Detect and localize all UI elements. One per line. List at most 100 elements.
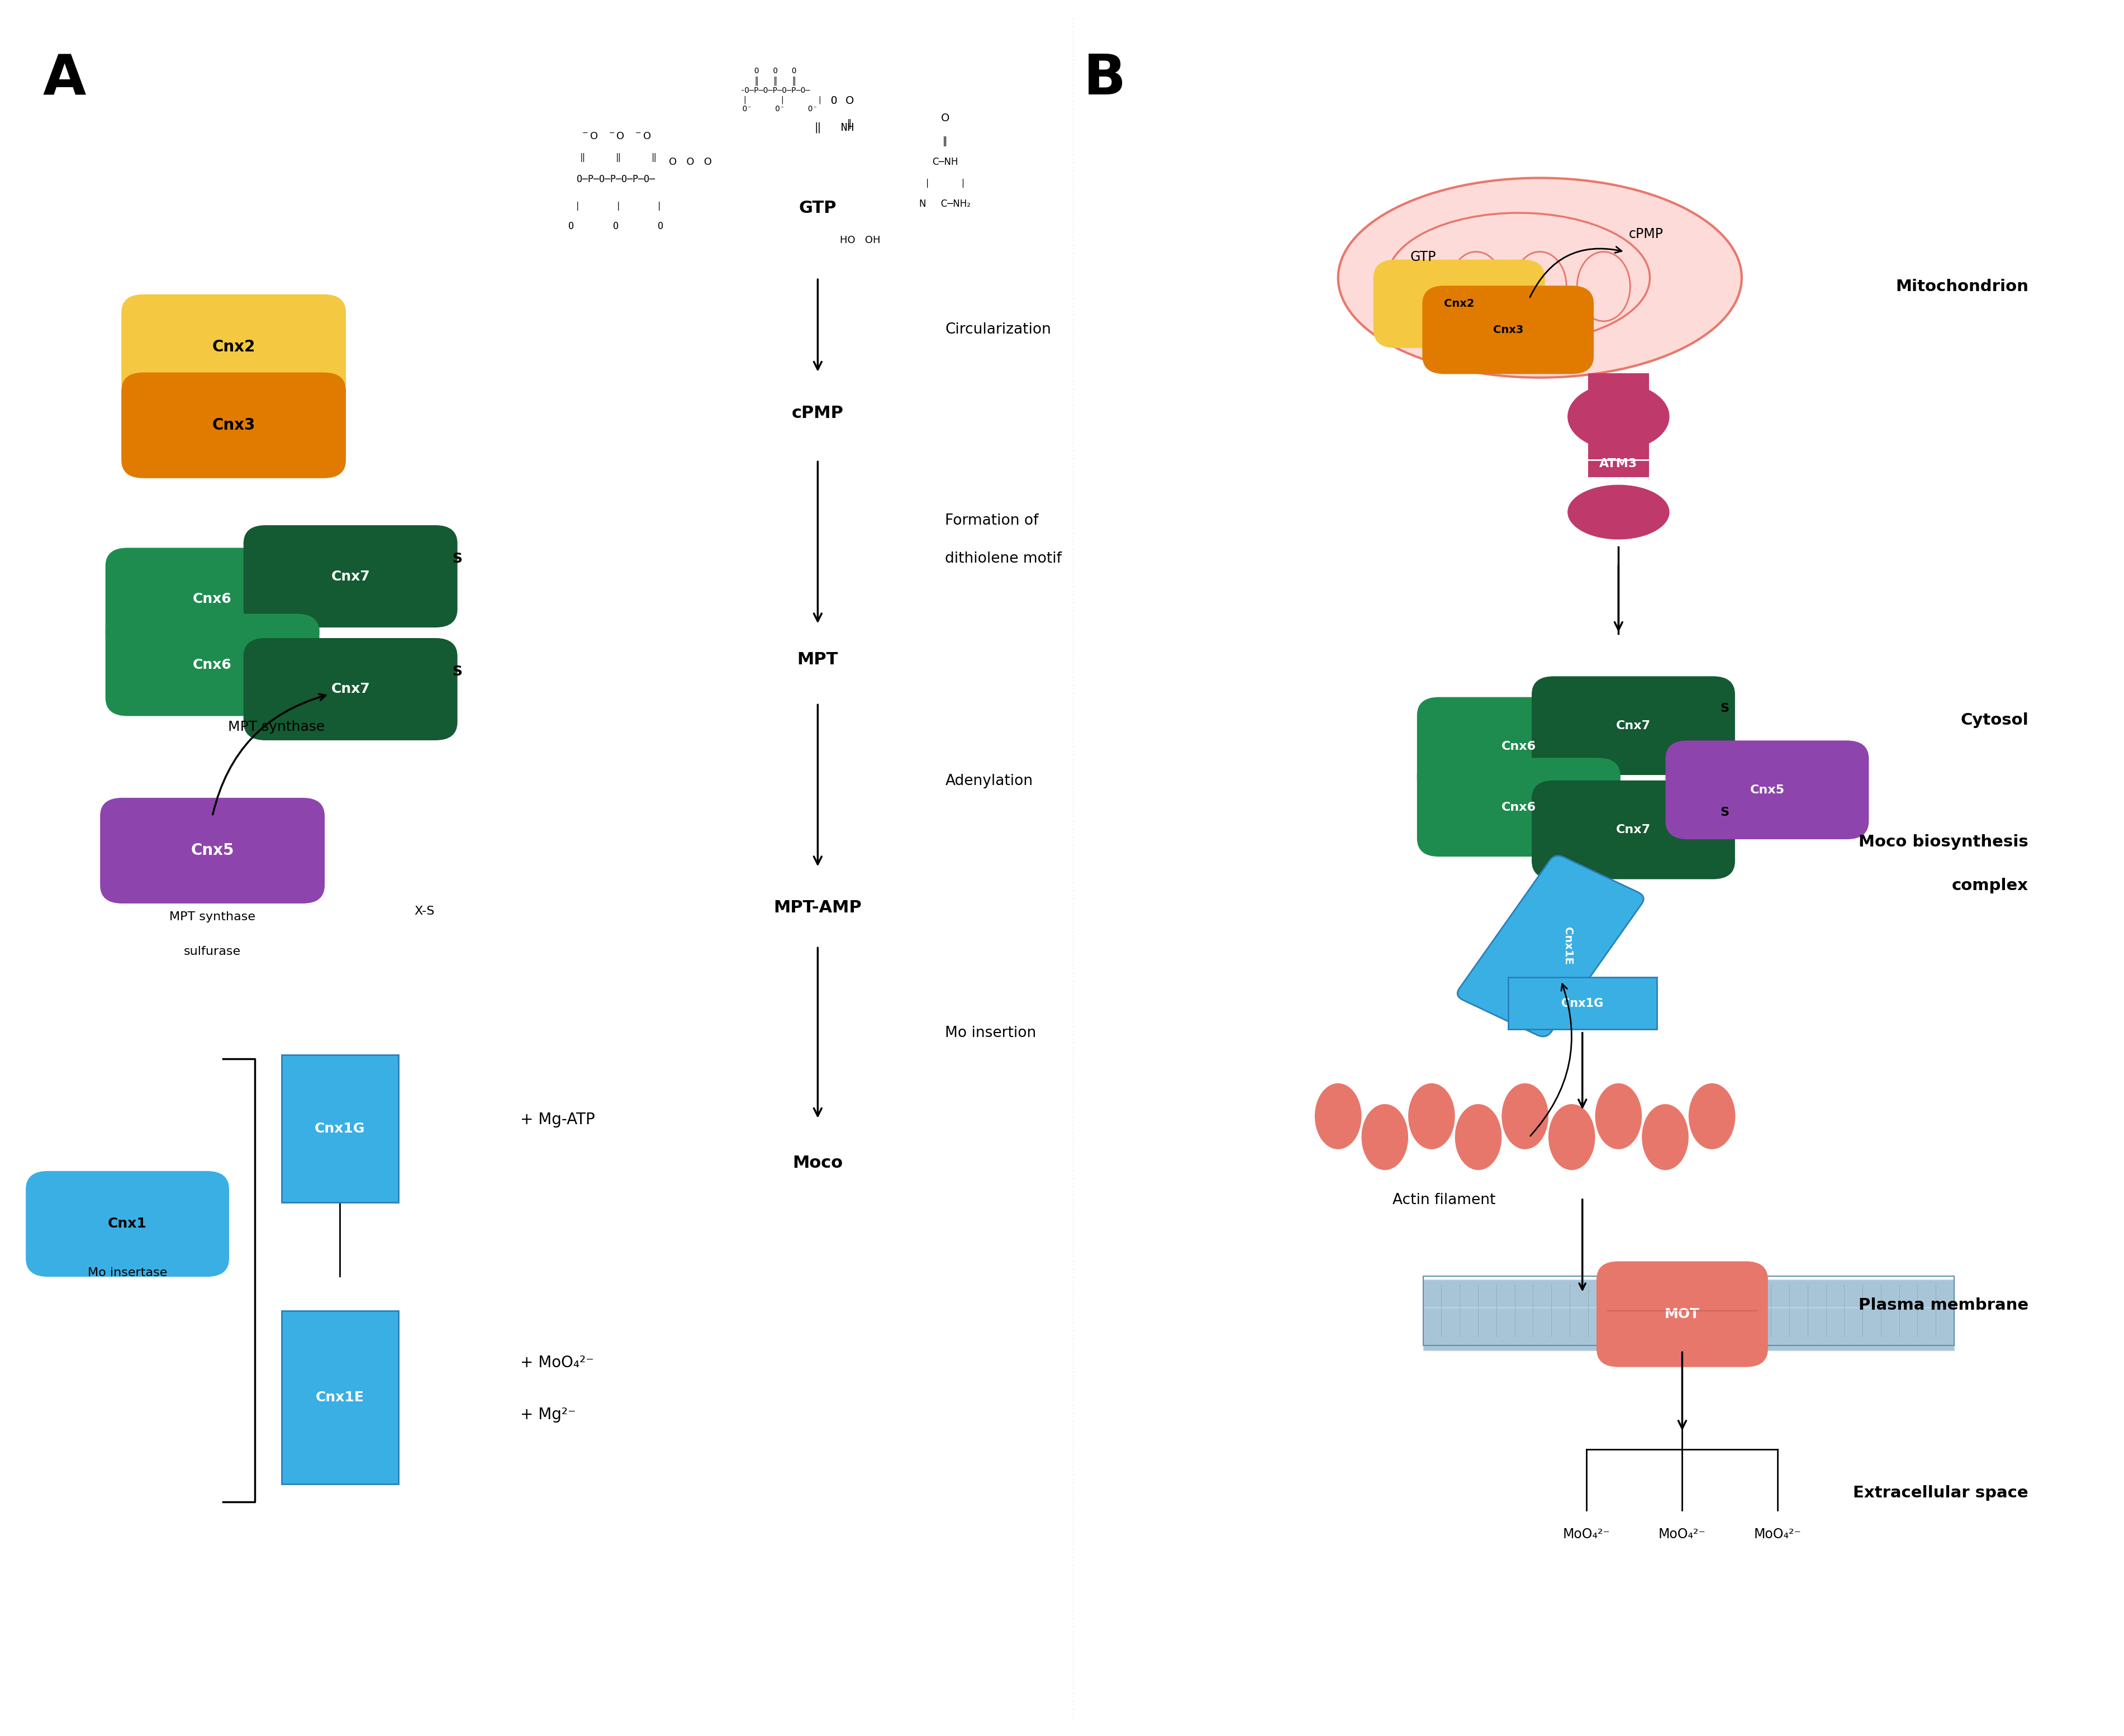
FancyBboxPatch shape	[1419, 759, 1618, 856]
Ellipse shape	[1642, 1104, 1689, 1170]
Text: + Mg-ATP: + Mg-ATP	[520, 1111, 595, 1128]
Text: $^-$O   $^-$O   $^-$O: $^-$O $^-$O $^-$O	[580, 130, 652, 141]
Text: Cnx1G: Cnx1G	[314, 1121, 365, 1135]
Text: Moco: Moco	[792, 1154, 843, 1172]
FancyBboxPatch shape	[1597, 1262, 1767, 1366]
Text: Mo insertion: Mo insertion	[945, 1026, 1037, 1040]
Text: Extracellular space: Extracellular space	[1852, 1484, 2028, 1502]
Ellipse shape	[1595, 1083, 1642, 1149]
Text: Cnx5: Cnx5	[1750, 785, 1784, 795]
Text: O─P─O─P─O─P─O─: O─P─O─P─O─P─O─	[578, 174, 654, 184]
Text: GTP: GTP	[1410, 250, 1436, 264]
Ellipse shape	[1338, 177, 1742, 377]
Text: ‖   NH: ‖ NH	[782, 122, 854, 132]
Text: Mitochondrion: Mitochondrion	[1895, 278, 2028, 295]
Text: Plasma membrane: Plasma membrane	[1859, 1297, 2028, 1314]
Text: ‖: ‖	[847, 118, 852, 128]
Text: + Mg²⁻: + Mg²⁻	[520, 1406, 576, 1424]
Bar	[1423, 1307, 1954, 1351]
FancyBboxPatch shape	[244, 526, 457, 627]
Text: cPMP: cPMP	[792, 404, 843, 422]
Text: Cnx6: Cnx6	[1502, 802, 1536, 812]
Text: cPMP: cPMP	[1629, 227, 1663, 241]
Text: MPT-AMP: MPT-AMP	[773, 899, 862, 917]
Bar	[1589, 373, 1648, 477]
Text: dithiolene motif: dithiolene motif	[945, 552, 1062, 566]
Text: HO   OH: HO OH	[839, 234, 881, 245]
Text: MPT synthase: MPT synthase	[170, 911, 255, 922]
Text: MOT: MOT	[1665, 1307, 1699, 1321]
Text: O   O   O: O O O	[669, 156, 712, 167]
Text: S: S	[452, 665, 463, 679]
Text: Cnx2: Cnx2	[212, 339, 255, 356]
FancyBboxPatch shape	[123, 295, 344, 399]
Text: Actin filament: Actin filament	[1393, 1193, 1495, 1207]
Text: Circularization: Circularization	[945, 323, 1051, 337]
Text: Cnx7: Cnx7	[1616, 720, 1650, 731]
Text: O   O   O
║   ║   ║
-O—P—O—P—O—P—O—
   |       |       |
  O⁻     O⁻     O⁻: O O O ║ ║ ║ -O—P—O—P—O—P—O— | | | O⁻ O⁻ …	[729, 68, 822, 113]
Text: O: O	[845, 95, 854, 106]
FancyBboxPatch shape	[1534, 781, 1735, 878]
Text: S: S	[452, 552, 463, 566]
Text: Cnx3: Cnx3	[1493, 325, 1523, 335]
FancyBboxPatch shape	[1419, 698, 1618, 795]
FancyBboxPatch shape	[1534, 677, 1735, 774]
Text: MPT synthase: MPT synthase	[227, 720, 325, 734]
Text: GTP: GTP	[799, 200, 837, 217]
Text: Cnx1: Cnx1	[108, 1217, 147, 1231]
FancyBboxPatch shape	[102, 799, 325, 903]
Text: N     C─NH₂: N C─NH₂	[920, 198, 971, 208]
Text: Cytosol: Cytosol	[1960, 712, 2028, 729]
Text: O: O	[941, 113, 949, 123]
Text: MoO₄²⁻: MoO₄²⁻	[1754, 1528, 1801, 1542]
Ellipse shape	[1387, 214, 1650, 342]
Text: Cnx1E: Cnx1E	[316, 1391, 363, 1404]
Text: |      |: | |	[924, 179, 966, 187]
Bar	[1508, 977, 1657, 1029]
Ellipse shape	[1315, 1083, 1361, 1149]
Bar	[282, 1054, 399, 1201]
Text: S: S	[1720, 703, 1729, 713]
Ellipse shape	[1568, 484, 1669, 540]
Text: X-S: X-S	[414, 906, 435, 917]
Text: O: O	[799, 95, 837, 106]
Text: Cnx7: Cnx7	[331, 569, 370, 583]
Text: Adenylation: Adenylation	[945, 774, 1032, 788]
Text: A: A	[42, 52, 85, 106]
Bar	[1423, 1276, 1954, 1345]
Text: Cnx7: Cnx7	[331, 682, 370, 696]
Text: MPT: MPT	[797, 651, 839, 668]
Text: |       |       |: | | |	[569, 201, 663, 210]
Ellipse shape	[1689, 1083, 1735, 1149]
Text: ‖: ‖	[943, 135, 947, 146]
Ellipse shape	[1548, 1104, 1595, 1170]
Text: + MoO₄²⁻: + MoO₄²⁻	[520, 1354, 595, 1371]
Text: MoO₄²⁻: MoO₄²⁻	[1659, 1528, 1706, 1542]
Ellipse shape	[1408, 1083, 1455, 1149]
Text: Formation of: Formation of	[945, 514, 1039, 528]
FancyBboxPatch shape	[123, 373, 344, 477]
Text: Moco biosynthesis: Moco biosynthesis	[1859, 833, 2028, 851]
FancyBboxPatch shape	[106, 615, 319, 715]
Text: Cnx6: Cnx6	[193, 658, 232, 672]
FancyBboxPatch shape	[106, 549, 319, 649]
Text: C─NH: C─NH	[932, 156, 958, 167]
Text: Cnx3: Cnx3	[212, 417, 255, 434]
Text: S: S	[1720, 807, 1729, 818]
Text: sulfurase: sulfurase	[185, 946, 240, 957]
Text: ‖      ‖      ‖: ‖ ‖ ‖	[576, 153, 656, 161]
Text: Cnx2: Cnx2	[1444, 299, 1474, 309]
FancyBboxPatch shape	[1457, 856, 1644, 1036]
Text: Cnx1E: Cnx1E	[1563, 927, 1572, 965]
Ellipse shape	[1502, 1083, 1548, 1149]
Text: B: B	[1083, 52, 1126, 106]
Text: ATM3: ATM3	[1599, 458, 1638, 469]
Ellipse shape	[1568, 384, 1669, 450]
Ellipse shape	[1361, 1104, 1408, 1170]
FancyBboxPatch shape	[244, 639, 457, 740]
Text: Cnx7: Cnx7	[1616, 825, 1650, 835]
Bar	[1423, 1279, 1954, 1323]
FancyBboxPatch shape	[1667, 741, 1869, 838]
Text: O       O       O: O O O	[569, 220, 663, 231]
FancyBboxPatch shape	[1423, 286, 1593, 373]
